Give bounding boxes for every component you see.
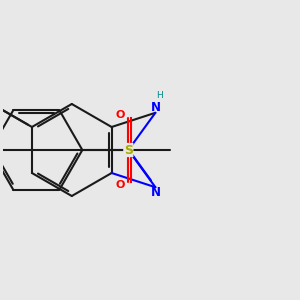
- Text: N: N: [150, 101, 161, 114]
- Text: N: N: [150, 186, 161, 199]
- Text: S: S: [124, 143, 133, 157]
- Text: O: O: [116, 110, 125, 121]
- Text: O: O: [116, 179, 125, 190]
- Text: H: H: [156, 91, 162, 100]
